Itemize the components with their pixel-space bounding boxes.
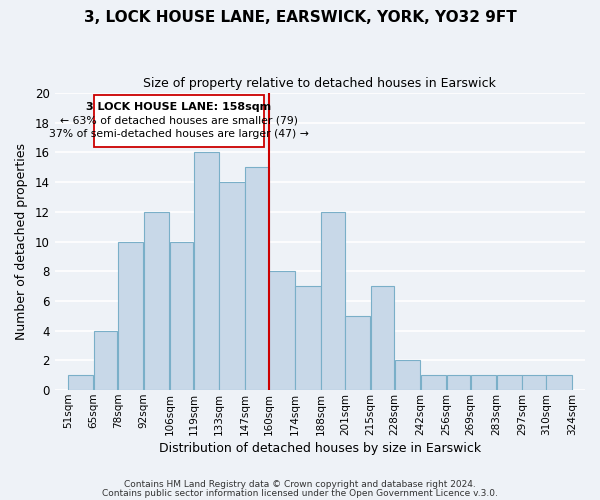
- Text: 3 LOCK HOUSE LANE: 158sqm: 3 LOCK HOUSE LANE: 158sqm: [86, 102, 271, 112]
- Bar: [395, 360, 421, 390]
- Bar: [118, 242, 143, 390]
- Bar: [321, 212, 344, 390]
- Bar: [194, 152, 219, 390]
- Bar: [497, 376, 522, 390]
- Text: 3, LOCK HOUSE LANE, EARSWICK, YORK, YO32 9FT: 3, LOCK HOUSE LANE, EARSWICK, YORK, YO32…: [83, 10, 517, 25]
- Text: Contains public sector information licensed under the Open Government Licence v.: Contains public sector information licen…: [102, 488, 498, 498]
- Bar: [345, 316, 370, 390]
- Text: Contains HM Land Registry data © Crown copyright and database right 2024.: Contains HM Land Registry data © Crown c…: [124, 480, 476, 489]
- Bar: [547, 376, 572, 390]
- Text: 37% of semi-detached houses are larger (47) →: 37% of semi-detached houses are larger (…: [49, 128, 308, 138]
- Bar: [68, 376, 94, 390]
- Bar: [94, 330, 118, 390]
- Bar: [144, 212, 169, 390]
- FancyBboxPatch shape: [94, 96, 263, 146]
- Title: Size of property relative to detached houses in Earswick: Size of property relative to detached ho…: [143, 78, 496, 90]
- Bar: [269, 272, 295, 390]
- Bar: [523, 376, 546, 390]
- Bar: [471, 376, 496, 390]
- Bar: [245, 168, 269, 390]
- Bar: [220, 182, 245, 390]
- Y-axis label: Number of detached properties: Number of detached properties: [15, 143, 28, 340]
- Bar: [421, 376, 446, 390]
- Bar: [371, 286, 394, 390]
- Text: ← 63% of detached houses are smaller (79): ← 63% of detached houses are smaller (79…: [59, 116, 298, 126]
- Bar: [446, 376, 470, 390]
- X-axis label: Distribution of detached houses by size in Earswick: Distribution of detached houses by size …: [159, 442, 481, 455]
- Bar: [170, 242, 193, 390]
- Bar: [295, 286, 320, 390]
